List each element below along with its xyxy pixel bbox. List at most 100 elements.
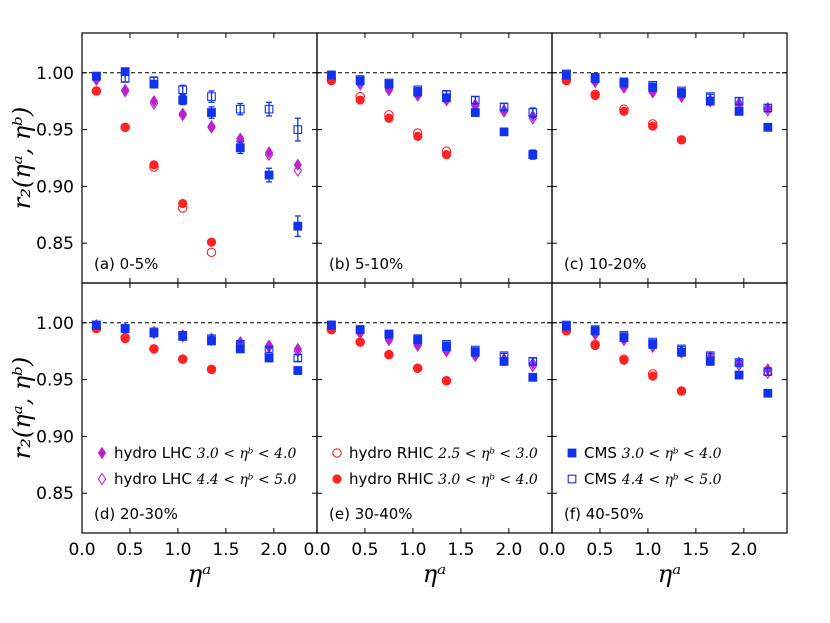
cms30-marker [355, 325, 365, 334]
cms30-marker [413, 87, 423, 97]
cms30-series [561, 321, 773, 398]
cms30-marker [120, 324, 130, 333]
rhic30-marker [648, 121, 658, 131]
panel-frame [551, 282, 788, 534]
y-tick-label: 1.00 [36, 314, 74, 334]
x-axis-label: ηᵃ [423, 560, 446, 588]
cms44-marker [470, 95, 480, 105]
rhic30-marker [590, 340, 600, 351]
panel-label: (d) 20-30% [94, 505, 178, 523]
cms30-marker [763, 122, 773, 132]
cms30-marker [264, 170, 274, 180]
cms30-marker [648, 339, 658, 349]
cms30-marker [442, 93, 451, 103]
cms30-marker [91, 320, 101, 330]
cms30-marker [677, 88, 686, 98]
legend-entry-lhc30: hydro LHC 3.0 < ηᵇ < 4.0 [114, 444, 296, 462]
lhc30-marker [207, 119, 216, 133]
panel-frame [551, 32, 788, 284]
cms30-marker [619, 333, 629, 342]
lhc44-marker [293, 163, 303, 178]
cms44-marker [567, 474, 577, 484]
cms30-marker [561, 70, 571, 80]
cms44-marker [763, 103, 773, 113]
cms30-marker [293, 366, 303, 375]
legend-entry-lhc44: hydro LHC 4.4 < ηᵇ < 5.0 [114, 470, 296, 488]
y-tick-label: 0.90 [36, 177, 74, 197]
plot-grid: (a) 0-5% 0.85 0.90 0.95 1.00 r₂(ηᵃ, ηᵇ) (b) 5-… [8, 32, 788, 588]
panel-label: (b) 5-10% [329, 255, 403, 273]
panel-b: (b) 5-10% [316, 32, 553, 284]
x-tick-label: 0.0 [303, 540, 330, 560]
rhic30-series [561, 76, 687, 145]
cms30-marker [705, 96, 715, 106]
cms44-marker [528, 108, 538, 117]
rhic30-marker [149, 160, 159, 170]
legend-condition: 4.4 < ηᵇ < 5.0 [196, 472, 297, 488]
lhc30-marker [293, 158, 302, 172]
cms30-series [91, 67, 303, 238]
cms30-marker [326, 70, 336, 80]
legend-condition: 3.0 < ηᵇ < 4.0 [438, 472, 538, 488]
x-tick-label: 0.5 [586, 540, 613, 560]
x-tick-label: 0.5 [116, 540, 143, 560]
rhic25-series [91, 86, 217, 258]
legend-entry-cms44: CMS 4.4 < ηᵇ < 5.0 [584, 470, 722, 488]
rhic30-marker [676, 386, 687, 396]
cms44-marker [734, 96, 744, 106]
lhc30-marker [121, 83, 130, 97]
panel-c: (c) 10-20% [551, 32, 788, 284]
cms30-marker [499, 357, 509, 366]
panel-label: (e) 30-40% [329, 505, 413, 523]
rhic30-marker [206, 237, 217, 247]
y-tick-label: 0.90 [36, 427, 74, 447]
cms30-marker [207, 108, 216, 117]
rhic25-marker [206, 247, 217, 258]
cms30-marker [528, 372, 538, 382]
cms30-marker [470, 347, 480, 357]
rhic30-marker [384, 113, 394, 123]
cms30-marker [619, 78, 629, 88]
cms30-marker [120, 67, 130, 77]
cms30-series [326, 320, 538, 382]
rhic30-marker [619, 355, 629, 365]
cms44-marker [178, 85, 188, 95]
cms30-marker [149, 328, 159, 338]
x-tick-label: 1.5 [682, 540, 709, 560]
lhc44-marker [97, 472, 107, 486]
rhic30-marker [120, 334, 130, 344]
y-tick-label: 0.95 [36, 121, 74, 141]
cms30-marker [264, 353, 274, 363]
cms30-marker [528, 150, 538, 159]
panel-e: (e) 30-40% 0.0 0.5 1.0 1.5 2.0 ηᵃ [303, 282, 553, 588]
lhc30-marker [97, 446, 107, 460]
lhc30-marker [178, 107, 187, 120]
x-tick-label: 1.0 [634, 540, 661, 560]
cms30-marker [384, 329, 394, 339]
cms30-marker [734, 370, 744, 380]
cms30-marker [442, 342, 451, 352]
cms30-marker [235, 143, 245, 153]
rhic30-marker [206, 364, 217, 374]
x-axis-label: ηᵃ [658, 560, 681, 588]
y-tick-label: 0.85 [36, 484, 74, 504]
cms30-marker [293, 221, 303, 231]
panel-frame [81, 282, 318, 534]
y-tick-label: 1.00 [36, 64, 74, 84]
cms30-marker [763, 388, 773, 398]
cms30-marker [648, 83, 658, 92]
rhic30-marker [120, 122, 130, 132]
cms30-marker [677, 347, 686, 357]
cms30-marker [470, 108, 480, 117]
cms30-marker [705, 357, 715, 366]
cms30-marker [178, 95, 188, 105]
cms30-marker [499, 127, 509, 137]
panel-a: (a) 0-5% 0.85 0.90 0.95 1.00 r₂(ηᵃ, ηᵇ) [8, 32, 318, 284]
cms30-marker [355, 76, 365, 86]
rhic30-marker [619, 106, 629, 117]
panel-label: (c) 10-20% [564, 255, 647, 273]
x-tick-label: 1.5 [212, 540, 239, 560]
cms44-marker [528, 357, 538, 366]
y-axis-label: r₂(ηᵃ, ηᵇ) [8, 357, 36, 459]
